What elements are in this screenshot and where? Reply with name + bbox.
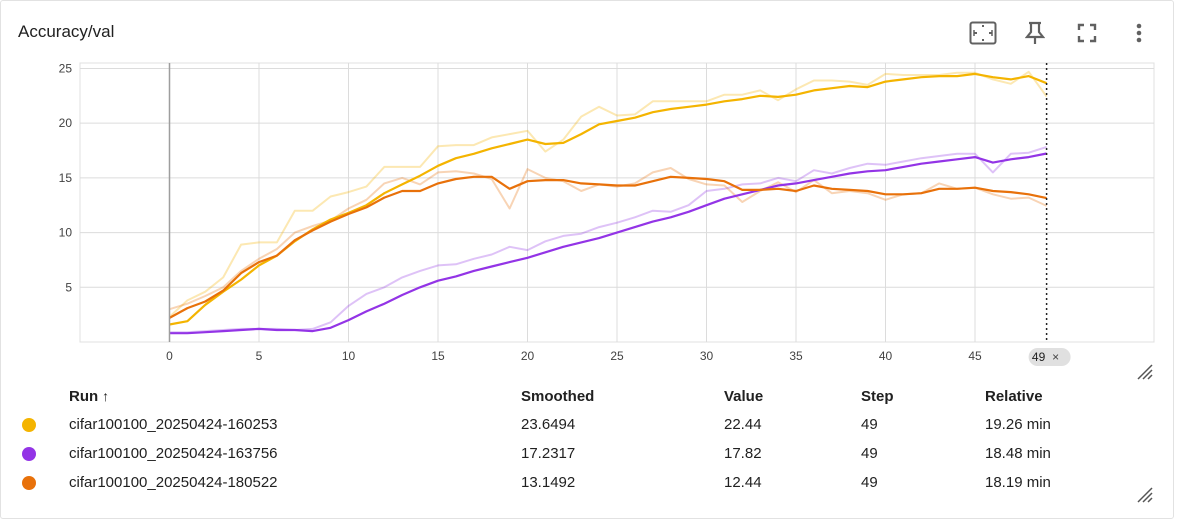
y-tick-label: 10 — [59, 226, 73, 240]
header-run-label: Run — [69, 387, 99, 405]
hover-step-label: 49 — [1032, 350, 1046, 364]
step-value: 49 — [861, 416, 878, 433]
fit-to-domain-icon — [969, 21, 997, 45]
run-color-dot — [22, 447, 36, 462]
card-title: Accuracy/val — [18, 22, 115, 41]
table-header-row: Run ↑ Smoothed Value Step Relative — [17, 382, 1135, 410]
more-menu-button[interactable] — [1125, 19, 1153, 47]
header-step[interactable]: Step — [861, 387, 894, 405]
pin-icon — [1025, 21, 1045, 45]
fit-to-domain-button[interactable] — [969, 19, 997, 47]
x-tick-label: 40 — [879, 349, 893, 363]
run-color-cell — [17, 410, 69, 439]
smoothed-value: 13.1492 — [521, 474, 576, 491]
step-value: 49 — [861, 474, 878, 491]
x-tick-label: 35 — [789, 349, 803, 363]
table-row: cifar100100_20250424-160253 23.6494 22.4… — [17, 410, 1135, 439]
chart-axes: 0 5 10 15 20 25 30 35 40 45 5 10 15 20 25 — [59, 61, 982, 363]
run-color-cell — [17, 468, 69, 497]
y-tick-label: 25 — [59, 61, 73, 75]
x-tick-label: 45 — [968, 349, 982, 363]
smoothed-series-layer — [168, 72, 1048, 335]
y-tick-label: 5 — [65, 280, 72, 294]
y-tick-label: 15 — [59, 171, 73, 185]
header-run[interactable]: Run ↑ — [69, 382, 521, 410]
step-value: 49 — [861, 445, 878, 462]
x-tick-label: 5 — [256, 349, 263, 363]
header-smoothed[interactable]: Smoothed — [521, 387, 595, 405]
header-color-cell — [17, 382, 69, 410]
header-value[interactable]: Value — [724, 387, 764, 405]
line-chart[interactable]: 0 5 10 15 20 25 30 35 40 45 5 10 15 20 25 49 × — [1, 1, 1173, 376]
run-name: cifar100100_20250424-160253 — [69, 416, 278, 433]
smoothed-value: 23.6494 — [521, 416, 576, 433]
x-tick-label: 10 — [342, 349, 356, 363]
header-relative[interactable]: Relative — [985, 387, 1043, 405]
relative-time: 18.48 min — [985, 445, 1051, 462]
x-tick-label: 15 — [431, 349, 445, 363]
relative-time: 19.26 min — [985, 416, 1051, 433]
raw-value: 12.44 — [724, 474, 762, 491]
smoothed-value: 17.2317 — [521, 445, 576, 462]
fullscreen-icon — [1077, 23, 1097, 43]
card-toolbar — [969, 19, 1153, 47]
raw-series-line — [169, 146, 1047, 334]
raw-value: 17.82 — [724, 445, 762, 462]
smoothed-series-line — [169, 72, 1048, 326]
run-color-dot — [22, 418, 36, 433]
hover-layer: 49 × — [1028, 63, 1071, 366]
hover-step-badge — [1028, 348, 1071, 366]
run-color-cell — [17, 439, 69, 468]
pin-button[interactable] — [1021, 19, 1049, 47]
relative-time: 18.19 min — [985, 474, 1051, 491]
table-resize-handle[interactable] — [1135, 485, 1153, 503]
chart-grid — [79, 62, 1155, 343]
resize-grip-icon — [1135, 362, 1153, 380]
table-row: cifar100100_20250424-163756 17.2317 17.8… — [17, 439, 1135, 468]
x-tick-label: 30 — [700, 349, 714, 363]
run-name: cifar100100_20250424-163756 — [69, 445, 278, 462]
raw-series-layer — [168, 70, 1048, 334]
x-tick-label: 0 — [166, 349, 173, 363]
run-color-dot — [22, 476, 36, 491]
raw-series-line — [169, 167, 1048, 311]
x-tick-label: 25 — [610, 349, 624, 363]
smoothed-series-line — [169, 152, 1047, 335]
resize-grip-icon — [1135, 485, 1153, 503]
raw-series-line — [168, 70, 1048, 318]
y-tick-label: 20 — [59, 116, 73, 130]
sort-ascending-icon: ↑ — [102, 387, 110, 404]
more-vert-icon — [1135, 22, 1143, 44]
fullscreen-button[interactable] — [1073, 19, 1101, 47]
run-name: cifar100100_20250424-180522 — [69, 474, 278, 491]
smoothed-series-line — [168, 175, 1047, 319]
raw-value: 22.44 — [724, 416, 762, 433]
x-tick-label: 20 — [521, 349, 535, 363]
runs-table: Run ↑ Smoothed Value Step Relative cifar1… — [17, 382, 1135, 497]
hover-close-icon: × — [1052, 350, 1059, 364]
chart-resize-handle[interactable] — [1135, 362, 1153, 380]
table-row: cifar100100_20250424-180522 13.1492 12.4… — [17, 468, 1135, 497]
